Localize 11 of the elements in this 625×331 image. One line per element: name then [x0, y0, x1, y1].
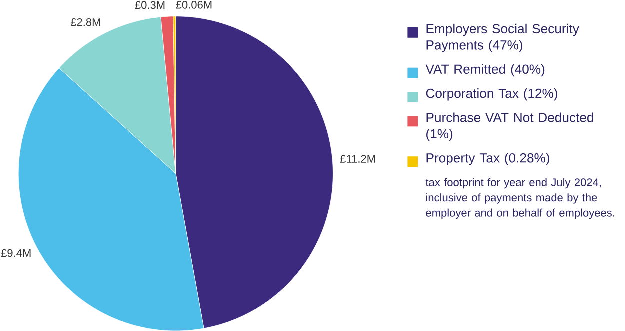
data-label: £0.06M	[176, 0, 212, 9]
data-label: £9.4M	[1, 249, 31, 258]
legend-label: Employers Social Security Payments (47%)	[426, 24, 580, 52]
legend-label: Property Tax (0.28%)	[426, 153, 550, 166]
data-label: £0.3M	[135, 1, 165, 9]
data-label: £2.8M	[70, 18, 100, 26]
legend-label: Purchase VAT Not Deducted (1%)	[426, 112, 594, 142]
text: tax footprint for year end July 2024, inclusive of payments made by the employer and on behalf of employees.	[426, 178, 614, 219]
legend-label: VAT Remitted (40%)	[426, 64, 545, 76]
legend-label: Corporation Tax (12%)	[426, 88, 558, 101]
data-label: £11.2M	[340, 155, 376, 163]
